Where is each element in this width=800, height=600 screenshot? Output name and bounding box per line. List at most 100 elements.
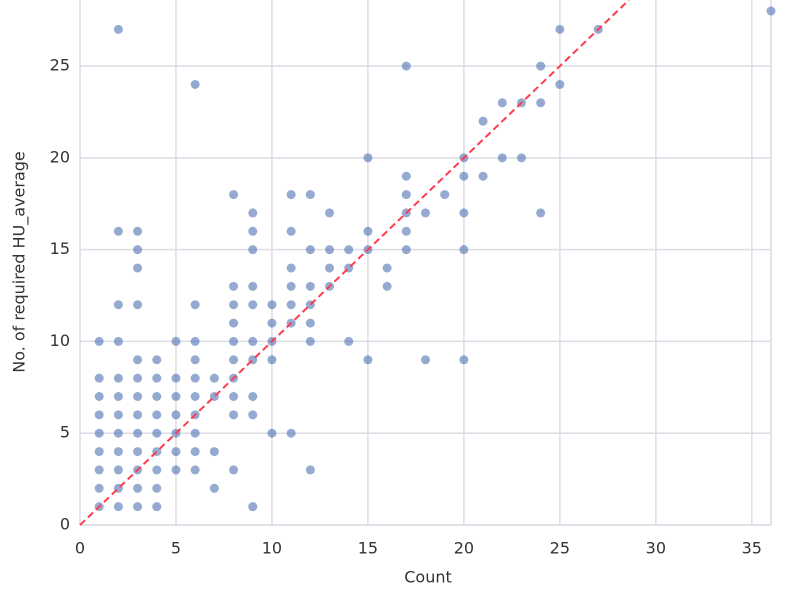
point — [171, 392, 181, 402]
point — [536, 208, 546, 218]
point — [286, 226, 296, 236]
point — [267, 300, 277, 310]
point — [286, 300, 296, 310]
point — [459, 208, 469, 218]
point — [152, 483, 162, 493]
point — [421, 208, 430, 218]
point — [325, 245, 335, 255]
point — [267, 428, 277, 438]
point — [401, 190, 411, 200]
point — [94, 336, 104, 346]
point — [305, 336, 315, 346]
point — [113, 373, 123, 383]
point — [209, 483, 219, 493]
point — [516, 153, 526, 163]
point — [248, 208, 258, 218]
point — [113, 392, 123, 402]
point — [229, 392, 239, 402]
point — [440, 190, 450, 200]
point — [401, 226, 411, 236]
point — [459, 355, 469, 365]
point — [209, 373, 219, 383]
point — [305, 318, 315, 328]
point — [152, 465, 162, 475]
point — [363, 355, 373, 365]
point — [421, 355, 430, 365]
point — [133, 502, 143, 512]
point — [382, 281, 392, 291]
point — [171, 465, 181, 475]
x-tick-label: 0 — [75, 539, 85, 558]
point — [766, 6, 776, 16]
point — [133, 226, 143, 236]
point — [152, 392, 162, 402]
y-tick-label: 25 — [50, 56, 70, 75]
y-tick-label: 5 — [60, 423, 70, 442]
x-tick-label: 15 — [358, 539, 378, 558]
x-tick-label: 20 — [454, 539, 474, 558]
point — [190, 79, 200, 89]
point — [286, 428, 296, 438]
point — [190, 336, 200, 346]
point — [305, 190, 315, 200]
point — [401, 245, 411, 255]
point — [133, 447, 143, 457]
point — [459, 171, 469, 181]
point — [94, 428, 104, 438]
reference-line — [79, 0, 630, 526]
point — [152, 410, 162, 420]
point — [94, 410, 104, 420]
point — [113, 465, 123, 475]
point — [133, 300, 143, 310]
point — [305, 465, 315, 475]
point — [94, 465, 104, 475]
point — [401, 61, 411, 71]
point — [478, 116, 488, 126]
point — [152, 373, 162, 383]
point — [113, 226, 123, 236]
point — [459, 245, 469, 255]
y-tick-label: 15 — [50, 239, 70, 258]
point — [363, 226, 373, 236]
point — [497, 153, 507, 163]
x-tick-label: 30 — [646, 539, 666, 558]
point — [190, 447, 200, 457]
point — [382, 263, 392, 273]
point — [133, 428, 143, 438]
point — [190, 392, 200, 402]
point — [190, 373, 200, 383]
point — [248, 410, 258, 420]
point — [248, 502, 258, 512]
point — [229, 410, 239, 420]
point — [133, 263, 143, 273]
point — [190, 465, 200, 475]
point — [248, 245, 258, 255]
x-tick-label: 10 — [262, 539, 282, 558]
point — [94, 373, 104, 383]
point — [94, 447, 104, 457]
point — [133, 245, 143, 255]
point — [305, 245, 315, 255]
point — [113, 336, 123, 346]
point — [555, 79, 565, 89]
point — [248, 300, 258, 310]
point — [229, 300, 239, 310]
y-tick-label: 0 — [60, 515, 70, 534]
y-tick-label: 10 — [50, 331, 70, 350]
point — [229, 318, 239, 328]
point — [229, 465, 239, 475]
point — [190, 300, 200, 310]
x-tick-label: 5 — [171, 539, 181, 558]
point — [248, 336, 258, 346]
point — [133, 410, 143, 420]
point — [171, 373, 181, 383]
point — [94, 392, 104, 402]
point — [229, 336, 239, 346]
y-axis-label: No. of required HU_average — [10, 151, 30, 373]
point — [94, 483, 104, 493]
point — [113, 300, 123, 310]
point — [325, 208, 335, 218]
point — [229, 281, 239, 291]
point — [133, 392, 143, 402]
